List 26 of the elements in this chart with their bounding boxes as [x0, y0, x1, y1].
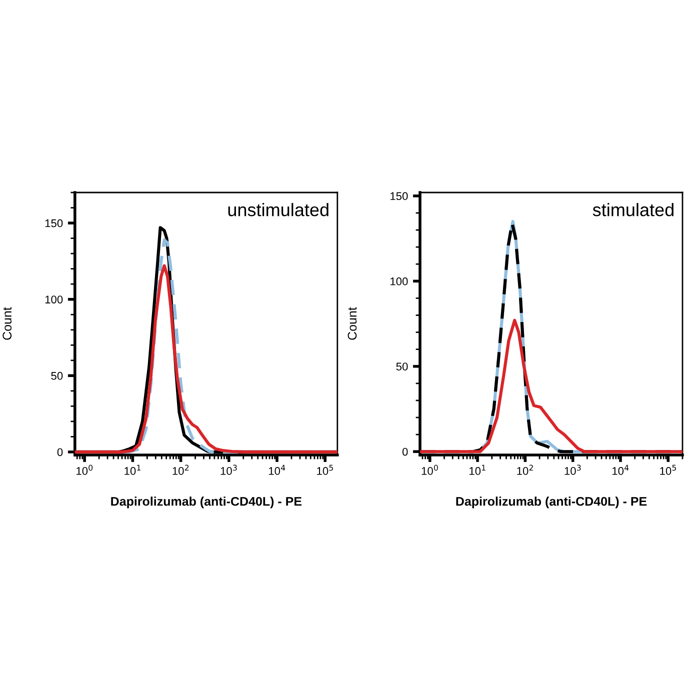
- y-tick-label: 50: [51, 372, 63, 380]
- y-tick-label: 150: [45, 219, 63, 228]
- x-tick-label: 10$^{0}$: [76, 464, 93, 475]
- x-tick-label: 10$^{5}$: [660, 464, 676, 475]
- x-tick-label: 10$^{1}$: [470, 464, 486, 475]
- y-axis-title: Count: [2, 307, 12, 340]
- x-tick-label: 10$^{2}$: [172, 464, 189, 475]
- x-tick-label: 10$^{2}$: [517, 464, 533, 475]
- y-axis-title: Count: [348, 307, 357, 340]
- x-axis-title: Dapirolizumab (anti-CD40L) - PE: [456, 496, 647, 508]
- x-tick-label: 10$^{4}$: [268, 464, 286, 475]
- x-tick-label: 10$^{3}$: [564, 464, 581, 475]
- x-tick-label: 10$^{4}$: [612, 464, 629, 475]
- x-tick-label: 10$^{1}$: [124, 464, 140, 475]
- y-tick-label: 50: [396, 362, 408, 370]
- annotation: stimulated: [592, 203, 674, 216]
- y-tick-label: 0: [402, 448, 408, 456]
- annotation: unstimulated: [228, 203, 328, 216]
- y-tick-label: 100: [45, 296, 63, 304]
- y-tick-label: 100: [390, 277, 408, 286]
- y-tick-label: 0: [57, 448, 63, 456]
- y-tick-label: 150: [390, 192, 408, 200]
- x-axis-title: Dapirolizumab (anti-CD40L) - PE: [111, 496, 302, 508]
- x-tick-label: 10$^{5}$: [317, 464, 333, 475]
- x-tick-label: 10$^{3}$: [220, 464, 237, 475]
- x-tick-label: 10$^{0}$: [422, 464, 438, 475]
